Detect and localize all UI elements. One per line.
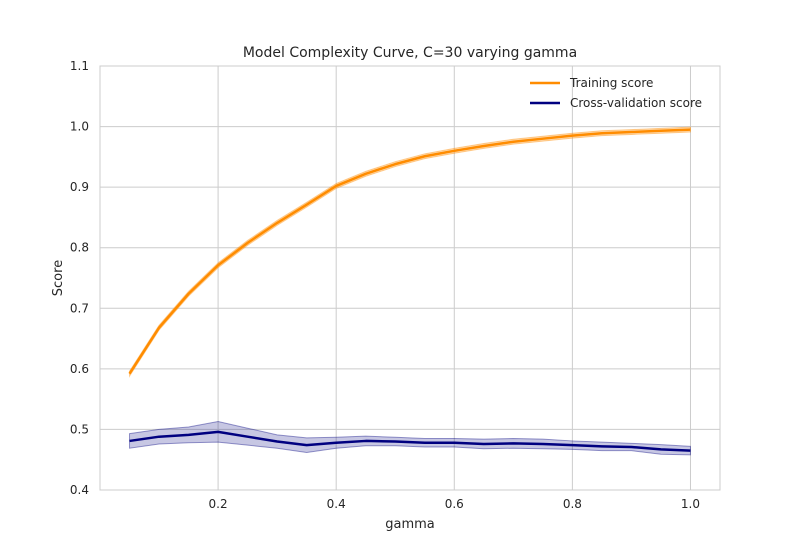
y-tick-label: 0.7 xyxy=(70,301,89,315)
series-line-training xyxy=(128,128,691,375)
y-tick-label: 0.6 xyxy=(70,362,89,376)
grid-lines xyxy=(100,66,720,490)
x-tick-label: 0.6 xyxy=(445,497,464,511)
x-axis-label: gamma xyxy=(385,517,435,532)
y-tick-label: 0.9 xyxy=(70,180,89,194)
y-tick-label: 0.5 xyxy=(70,422,89,436)
legend: Training score Cross-validation score xyxy=(530,76,702,110)
series-lines xyxy=(128,128,691,452)
legend-label-training: Training score xyxy=(569,76,653,90)
y-tick-label: 0.8 xyxy=(70,241,89,255)
y-tick-labels: 0.4 0.5 0.6 0.7 0.8 0.9 1.0 1.1 xyxy=(70,59,89,497)
series-line-cv xyxy=(129,430,691,452)
legend-label-cv: Cross-validation score xyxy=(570,96,702,110)
y-axis-label: Score xyxy=(51,260,66,296)
y-tick-label: 1.1 xyxy=(70,59,89,73)
x-tick-label: 0.2 xyxy=(209,497,228,511)
x-tick-label: 0.4 xyxy=(327,497,346,511)
chart-title: Model Complexity Curve, C=30 varying gam… xyxy=(243,45,577,61)
band-cv xyxy=(129,421,691,456)
x-tick-labels: 0.2 0.4 0.6 0.8 1.0 xyxy=(209,497,700,511)
confidence-bands xyxy=(129,126,691,456)
y-tick-label: 1.0 xyxy=(70,120,89,134)
x-tick-label: 0.8 xyxy=(563,497,582,511)
x-tick-label: 1.0 xyxy=(681,497,700,511)
band-training xyxy=(129,126,691,378)
y-tick-label: 0.4 xyxy=(70,483,89,497)
